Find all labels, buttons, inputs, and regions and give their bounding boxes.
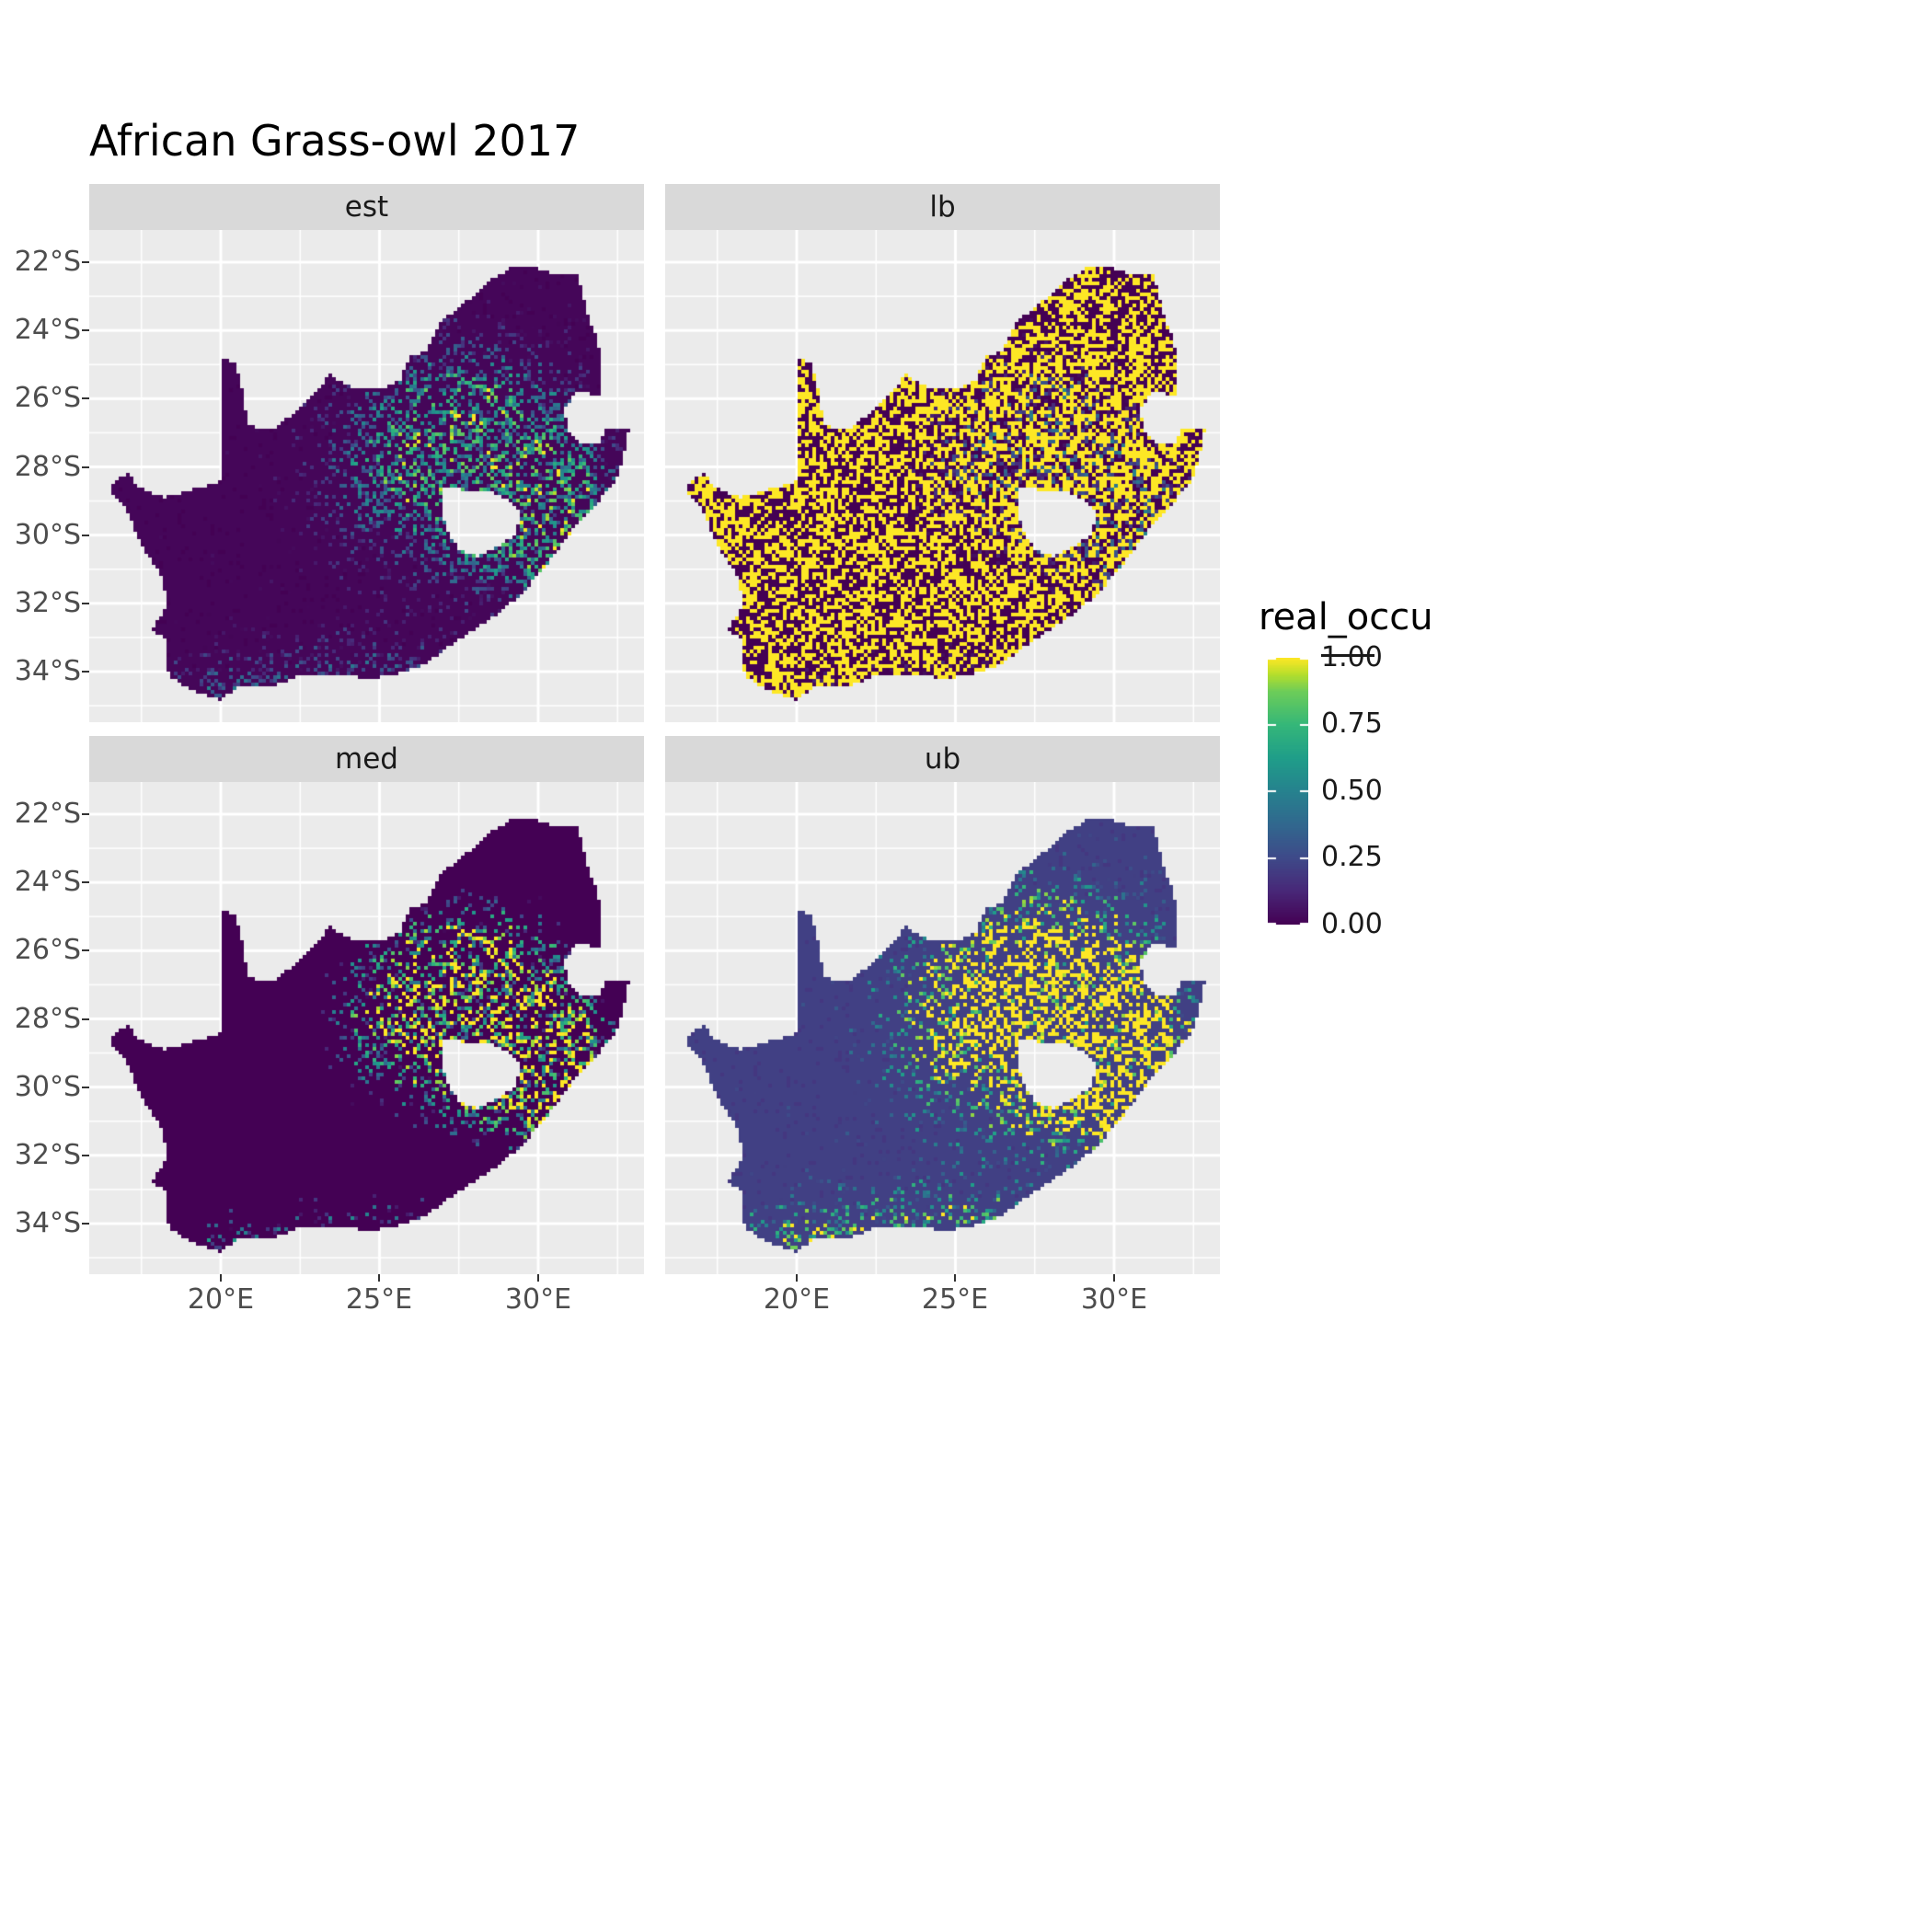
y-tick-mark	[82, 1155, 89, 1156]
y-tick-mark	[82, 329, 89, 331]
legend-colorbar	[1268, 658, 1308, 925]
y-tick-mark	[82, 535, 89, 536]
x-tick-mark	[537, 1274, 539, 1282]
y-tick-mark	[82, 261, 89, 263]
y-tick-label: 24°S	[14, 866, 81, 898]
y-tick-mark	[82, 1018, 89, 1020]
x-tick-label: 20°E	[763, 1283, 831, 1316]
facet-strip-label: med	[335, 742, 398, 776]
plot-title: African Grass-owl 2017	[89, 116, 581, 166]
x-tick-label: 25°E	[921, 1283, 989, 1316]
y-tick-mark	[82, 603, 89, 604]
y-tick-mark	[82, 949, 89, 951]
x-tick-mark	[220, 1274, 222, 1282]
y-tick-label: 32°S	[14, 1139, 81, 1171]
x-tick-mark	[1113, 1274, 1115, 1282]
map-panel-med	[89, 782, 644, 1274]
legend-tick-label: 1.00	[1321, 641, 1383, 673]
x-tick-label: 20°E	[187, 1283, 255, 1316]
x-tick-mark	[796, 1274, 798, 1282]
legend-tick-label: 0.00	[1321, 908, 1383, 940]
y-tick-label: 28°S	[14, 1003, 81, 1035]
facet-strip-med: med	[89, 736, 644, 782]
y-tick-mark	[82, 1087, 89, 1088]
map-panel-ub	[665, 782, 1220, 1274]
facet-strip-est: est	[89, 184, 644, 230]
facet-strip-ub: ub	[665, 736, 1220, 782]
x-tick-label: 25°E	[345, 1283, 413, 1316]
legend-tick-label: 0.75	[1321, 707, 1383, 740]
x-tick-mark	[954, 1274, 956, 1282]
map-panel-est	[89, 230, 644, 722]
x-tick-label: 30°E	[1080, 1283, 1148, 1316]
facet-strip-label: ub	[924, 742, 961, 776]
legend-tick-label: 0.50	[1321, 775, 1383, 807]
y-tick-mark	[82, 466, 89, 468]
y-tick-label: 26°S	[14, 382, 81, 414]
y-tick-mark	[82, 881, 89, 883]
y-tick-mark	[82, 813, 89, 815]
y-tick-mark	[82, 1223, 89, 1225]
facet-strip-lb: lb	[665, 184, 1220, 230]
x-tick-mark	[378, 1274, 380, 1282]
y-tick-label: 28°S	[14, 451, 81, 483]
facet-strip-label: lb	[929, 190, 956, 224]
legend-tick-label: 0.25	[1321, 841, 1383, 873]
legend-title: real_occu	[1259, 596, 1433, 638]
facet-strip-label: est	[344, 190, 389, 224]
y-tick-label: 22°S	[14, 798, 81, 830]
y-tick-label: 30°S	[14, 519, 81, 551]
y-tick-mark	[82, 397, 89, 399]
x-tick-label: 30°E	[504, 1283, 572, 1316]
y-tick-label: 34°S	[14, 1207, 81, 1239]
legend-top-tick	[1321, 654, 1374, 657]
y-tick-label: 24°S	[14, 314, 81, 346]
y-tick-label: 34°S	[14, 655, 81, 687]
map-panel-lb	[665, 230, 1220, 722]
y-tick-label: 26°S	[14, 934, 81, 966]
y-tick-label: 22°S	[14, 246, 81, 278]
y-tick-mark	[82, 671, 89, 673]
y-tick-label: 30°S	[14, 1071, 81, 1103]
y-tick-label: 32°S	[14, 587, 81, 619]
